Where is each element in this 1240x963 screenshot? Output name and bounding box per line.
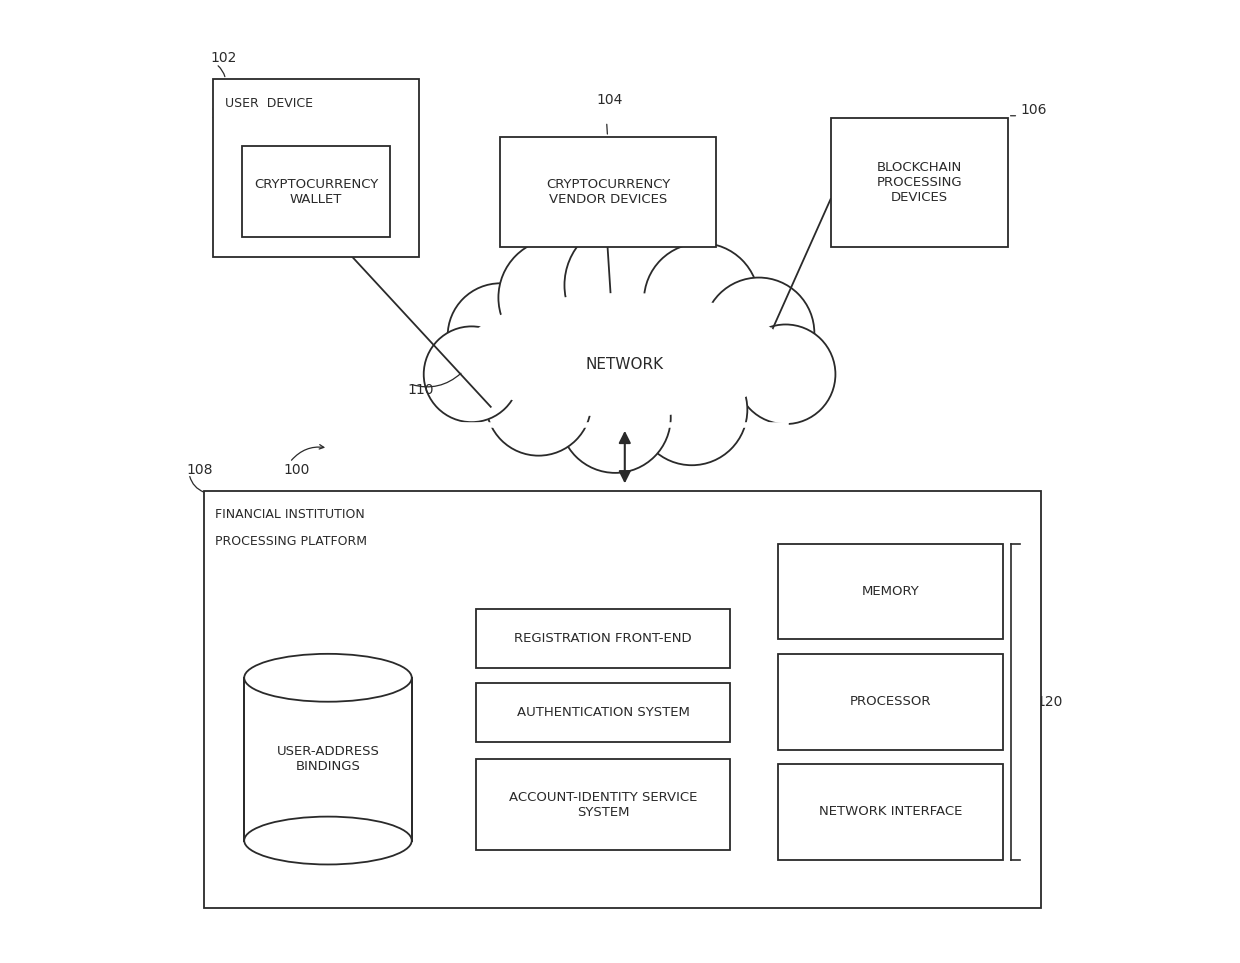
Circle shape (735, 325, 836, 424)
Text: BLOCKCHAIN
PROCESSING
DEVICES: BLOCKCHAIN PROCESSING DEVICES (877, 161, 962, 204)
Text: 102: 102 (211, 51, 237, 65)
Text: 112: 112 (501, 586, 528, 600)
Text: USER-ADDRESS
BINDINGS: USER-ADDRESS BINDINGS (277, 745, 379, 773)
Text: 130: 130 (211, 107, 237, 120)
Circle shape (424, 326, 520, 422)
Bar (831, 117, 1008, 247)
Circle shape (448, 283, 553, 389)
Text: 124: 124 (735, 829, 761, 843)
Bar (777, 764, 1003, 860)
Text: REGISTRATION FRONT-END: REGISTRATION FRONT-END (515, 632, 692, 645)
Text: 116: 116 (589, 889, 616, 903)
Text: MEMORY: MEMORY (862, 586, 919, 598)
Bar (777, 544, 1003, 639)
Circle shape (564, 221, 694, 351)
Text: 100: 100 (283, 463, 309, 477)
Text: 118: 118 (283, 874, 310, 889)
Text: ACCOUNT-IDENTITY SERVICE
SYSTEM: ACCOUNT-IDENTITY SERVICE SYSTEM (510, 791, 697, 819)
Text: 122: 122 (720, 524, 746, 538)
Circle shape (636, 354, 748, 465)
Text: CRYPTOCURRENCY
VENDOR DEVICES: CRYPTOCURRENCY VENDOR DEVICES (546, 178, 670, 206)
Circle shape (703, 277, 815, 389)
Ellipse shape (463, 293, 787, 417)
Text: NETWORK: NETWORK (585, 357, 663, 372)
Text: PROCESSING PLATFORM: PROCESSING PLATFORM (215, 535, 367, 548)
Text: NETWORK INTERFACE: NETWORK INTERFACE (818, 805, 962, 819)
Text: AUTHENTICATION SYSTEM: AUTHENTICATION SYSTEM (517, 706, 689, 718)
Text: 120: 120 (1037, 694, 1063, 709)
Text: 108: 108 (186, 463, 213, 477)
Text: 104: 104 (596, 93, 622, 108)
Text: FINANCIAL INSTITUTION: FINANCIAL INSTITUTION (215, 508, 365, 521)
Circle shape (644, 243, 759, 358)
Text: 106: 106 (1021, 103, 1047, 117)
Ellipse shape (443, 273, 807, 436)
Bar (476, 759, 730, 850)
Bar (777, 654, 1003, 749)
Text: PROCESSOR: PROCESSOR (849, 695, 931, 708)
Bar (476, 609, 730, 668)
Bar (500, 137, 715, 247)
Bar (203, 491, 1042, 907)
Text: CRYPTOCURRENCY
WALLET: CRYPTOCURRENCY WALLET (254, 178, 378, 206)
Text: 114: 114 (455, 687, 482, 701)
Bar (242, 146, 391, 237)
Ellipse shape (244, 817, 412, 865)
Bar (476, 683, 730, 742)
Bar (213, 79, 419, 256)
Ellipse shape (244, 654, 412, 702)
Circle shape (486, 351, 591, 455)
Bar (244, 678, 412, 841)
Text: USER  DEVICE: USER DEVICE (224, 96, 312, 110)
Circle shape (498, 238, 618, 357)
Text: 110: 110 (408, 382, 434, 397)
Circle shape (559, 362, 671, 473)
